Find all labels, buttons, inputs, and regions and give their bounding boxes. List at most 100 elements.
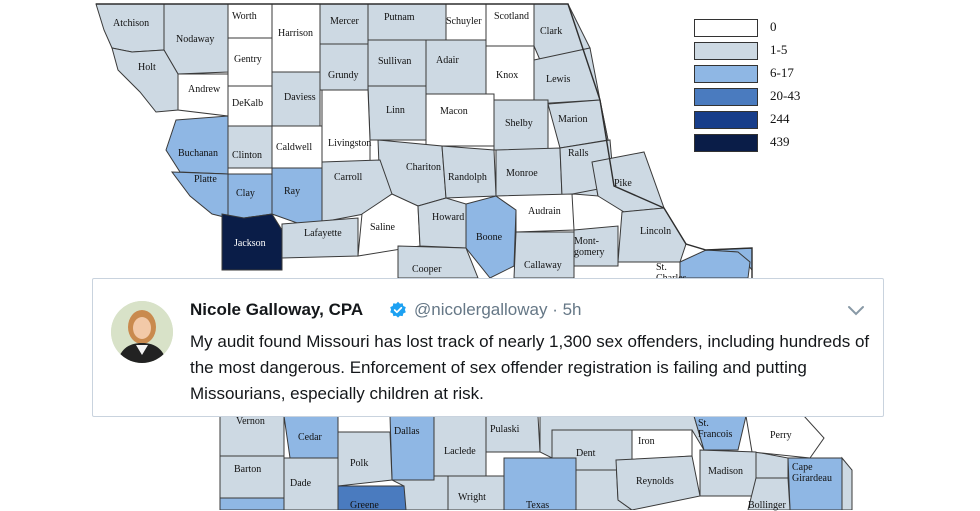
- county-texas: [503, 457, 577, 510]
- tweet-card[interactable]: Nicole Galloway, CPA @nicolergalloway · …: [92, 278, 884, 417]
- chevron-down-icon[interactable]: [847, 305, 865, 317]
- county-label: Macon: [440, 106, 468, 117]
- county-label: Laclede: [444, 446, 476, 457]
- fill-south-e: [219, 497, 285, 510]
- county-label: Putnam: [384, 12, 415, 23]
- county-label: Carroll: [334, 172, 363, 183]
- county-howard: [417, 197, 467, 249]
- county-clinton: [227, 125, 273, 169]
- county-label: Ralls: [568, 148, 589, 159]
- county-barton: [219, 455, 285, 499]
- county-label: Reynolds: [636, 476, 674, 487]
- county-label: Daviess: [284, 92, 316, 103]
- county-reynolds: [615, 455, 701, 510]
- county-label: Monroe: [506, 168, 538, 179]
- county-platte: [170, 171, 229, 219]
- county-label: Iron: [638, 436, 655, 447]
- map-legend: 0 1-5 6-17 20-43 244 439: [694, 16, 844, 154]
- county-label: Clinton: [232, 150, 263, 161]
- county-label: Worth: [232, 11, 257, 22]
- county-label: Shelby: [505, 118, 533, 129]
- county-label: Bollinger: [748, 500, 786, 511]
- county-label: Barton: [234, 464, 262, 475]
- county-andrew: [177, 73, 229, 117]
- county-label: Dallas: [394, 426, 420, 437]
- legend-label: 439: [770, 134, 790, 149]
- county-buchanan: [165, 115, 229, 175]
- county-audrain: [494, 193, 575, 233]
- county-label: Lafayette: [304, 228, 342, 239]
- county-label: Vernon: [236, 416, 265, 427]
- county-label: Cape Girardeau: [792, 462, 832, 484]
- county-label: DeKalb: [232, 98, 264, 109]
- county-lafayette: [281, 217, 359, 259]
- county-label: Holt: [138, 62, 156, 73]
- county-label: Perry: [770, 430, 792, 441]
- legend-label: 1-5: [770, 42, 788, 57]
- county-dade: [283, 457, 339, 510]
- county-bollinger: [747, 477, 791, 510]
- state-outline: [96, 3, 753, 278]
- county-label: Chariton: [406, 162, 441, 173]
- county-adair: [425, 39, 487, 95]
- county-label: Pulaski: [490, 424, 520, 435]
- legend-item: 244: [694, 108, 844, 131]
- county-label: Dent: [576, 448, 596, 459]
- county-label: Caldwell: [276, 142, 313, 153]
- county-label: Cedar: [298, 432, 322, 443]
- county-label: Sullivan: [378, 56, 412, 67]
- county-label: Scotland: [494, 11, 529, 22]
- county-label: Wright: [458, 492, 486, 503]
- county-label: Gentry: [234, 54, 262, 65]
- county-wright: [447, 475, 505, 510]
- county-label: Mont-gomery: [574, 236, 605, 258]
- county-label: Greene: [350, 500, 379, 511]
- county-label: Madison: [708, 466, 743, 477]
- county-label: Clay: [236, 188, 255, 199]
- county-label: Harrison: [278, 28, 313, 39]
- fill-south-f: [841, 456, 853, 510]
- county-label: Texas: [526, 500, 550, 511]
- legend-swatch: [694, 19, 758, 37]
- fill-south-d: [755, 451, 789, 479]
- legend-label: 244: [770, 111, 790, 126]
- county-label: Howard: [432, 212, 465, 223]
- county-label: Andrew: [188, 84, 221, 95]
- county-label: Knox: [496, 70, 519, 81]
- county-label: Pike: [614, 178, 632, 189]
- legend-label: 6-17: [770, 65, 794, 80]
- legend-swatch: [694, 134, 758, 152]
- legend-swatch: [694, 65, 758, 83]
- county-shapes: [95, 3, 853, 510]
- county-label: St. Francois: [698, 418, 733, 440]
- legend-swatch: [694, 88, 758, 106]
- county-label: Audrain: [528, 206, 561, 217]
- tweet-author-name[interactable]: Nicole Galloway, CPA: [190, 300, 364, 319]
- county-label: Platte: [194, 174, 217, 185]
- county-label: Polk: [350, 458, 369, 469]
- county-label: Saline: [370, 222, 395, 233]
- legend-item: 0: [694, 16, 844, 39]
- verified-badge-icon: [390, 301, 406, 318]
- legend-item: 439: [694, 131, 844, 154]
- legend-item: 6-17: [694, 62, 844, 85]
- county-label: Mercer: [330, 16, 359, 27]
- legend-swatch: [694, 42, 758, 60]
- county-label: Jackson: [234, 238, 266, 249]
- county-label: Cooper: [412, 264, 442, 275]
- county-label: Linn: [386, 105, 405, 116]
- legend-swatch: [694, 111, 758, 129]
- avatar[interactable]: [111, 301, 173, 363]
- county-label: Ray: [284, 186, 301, 197]
- county-label: Marion: [558, 114, 588, 125]
- county-label: Randolph: [448, 172, 487, 183]
- county-label: Nodaway: [176, 34, 215, 45]
- county-macon: [425, 93, 495, 147]
- county-label: Livingston: [328, 138, 372, 149]
- county-label: Grundy: [328, 70, 359, 81]
- county-label: Lewis: [546, 74, 571, 85]
- county-label: Clark: [540, 26, 563, 37]
- county-callaway: [513, 231, 575, 279]
- tweet-handle-time[interactable]: @nicolergalloway · 5h: [414, 300, 582, 319]
